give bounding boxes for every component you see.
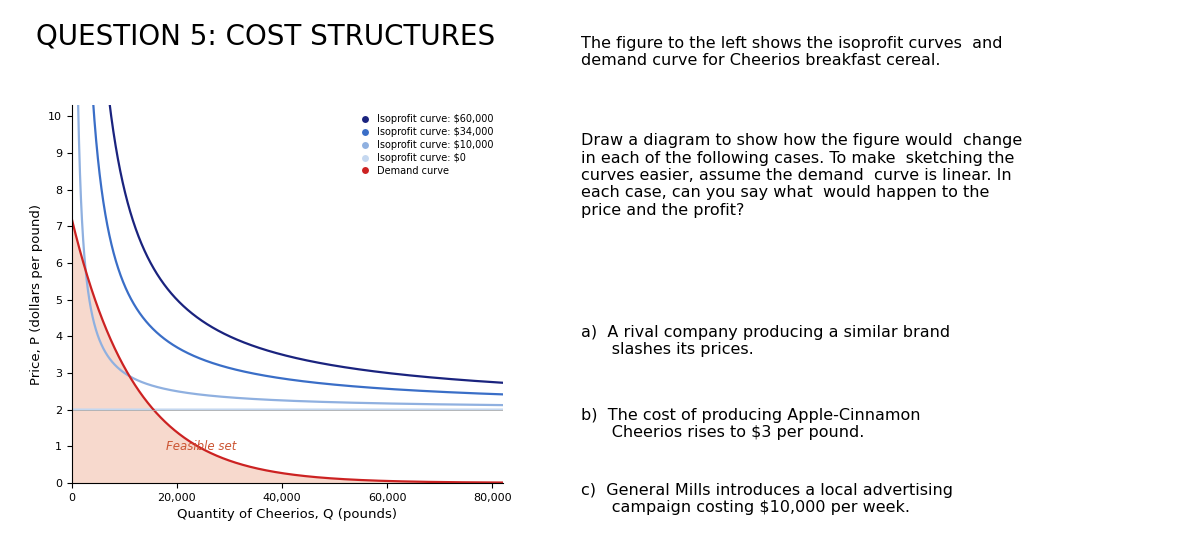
Text: Draw a diagram to show how the figure would  change
in each of the following cas: Draw a diagram to show how the figure wo… (581, 133, 1022, 218)
Text: b)  The cost of producing Apple-Cinnamon
      Cheerios rises to $3 per pound.: b) The cost of producing Apple-Cinnamon … (581, 408, 920, 440)
Legend: Isoprofit curve: $60,000, Isoprofit curve: $34,000, Isoprofit curve: $10,000, Is: Isoprofit curve: $60,000, Isoprofit curv… (351, 110, 498, 180)
X-axis label: Quantity of Cheerios, Q (pounds): Quantity of Cheerios, Q (pounds) (177, 508, 397, 521)
Text: a)  A rival company producing a similar brand
      slashes its prices.: a) A rival company producing a similar b… (581, 325, 949, 357)
Text: Feasible set: Feasible set (166, 440, 237, 453)
Text: QUESTION 5: COST STRUCTURES: QUESTION 5: COST STRUCTURES (36, 22, 496, 50)
Y-axis label: Price, P (dollars per pound): Price, P (dollars per pound) (30, 204, 43, 385)
Text: The figure to the left shows the isoprofit curves  and
demand curve for Cheerios: The figure to the left shows the isoprof… (581, 36, 1002, 68)
Text: c)  General Mills introduces a local advertising
      campaign costing $10,000 : c) General Mills introduces a local adve… (581, 483, 953, 515)
